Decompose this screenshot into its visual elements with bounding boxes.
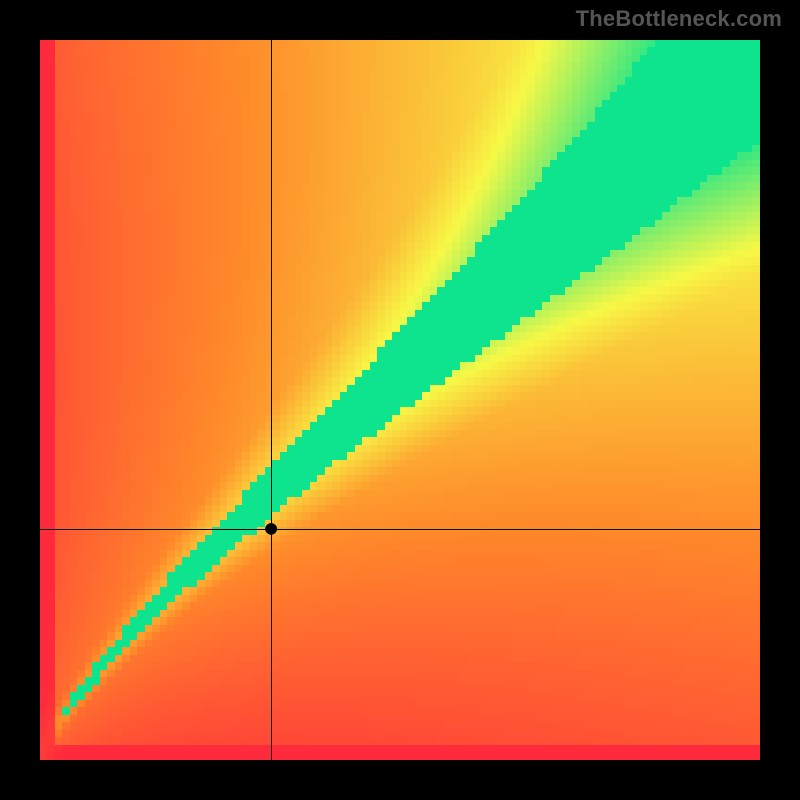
chart-container: TheBottleneck.com [0, 0, 800, 800]
crosshair-overlay [40, 40, 760, 760]
watermark-text: TheBottleneck.com [576, 6, 782, 32]
